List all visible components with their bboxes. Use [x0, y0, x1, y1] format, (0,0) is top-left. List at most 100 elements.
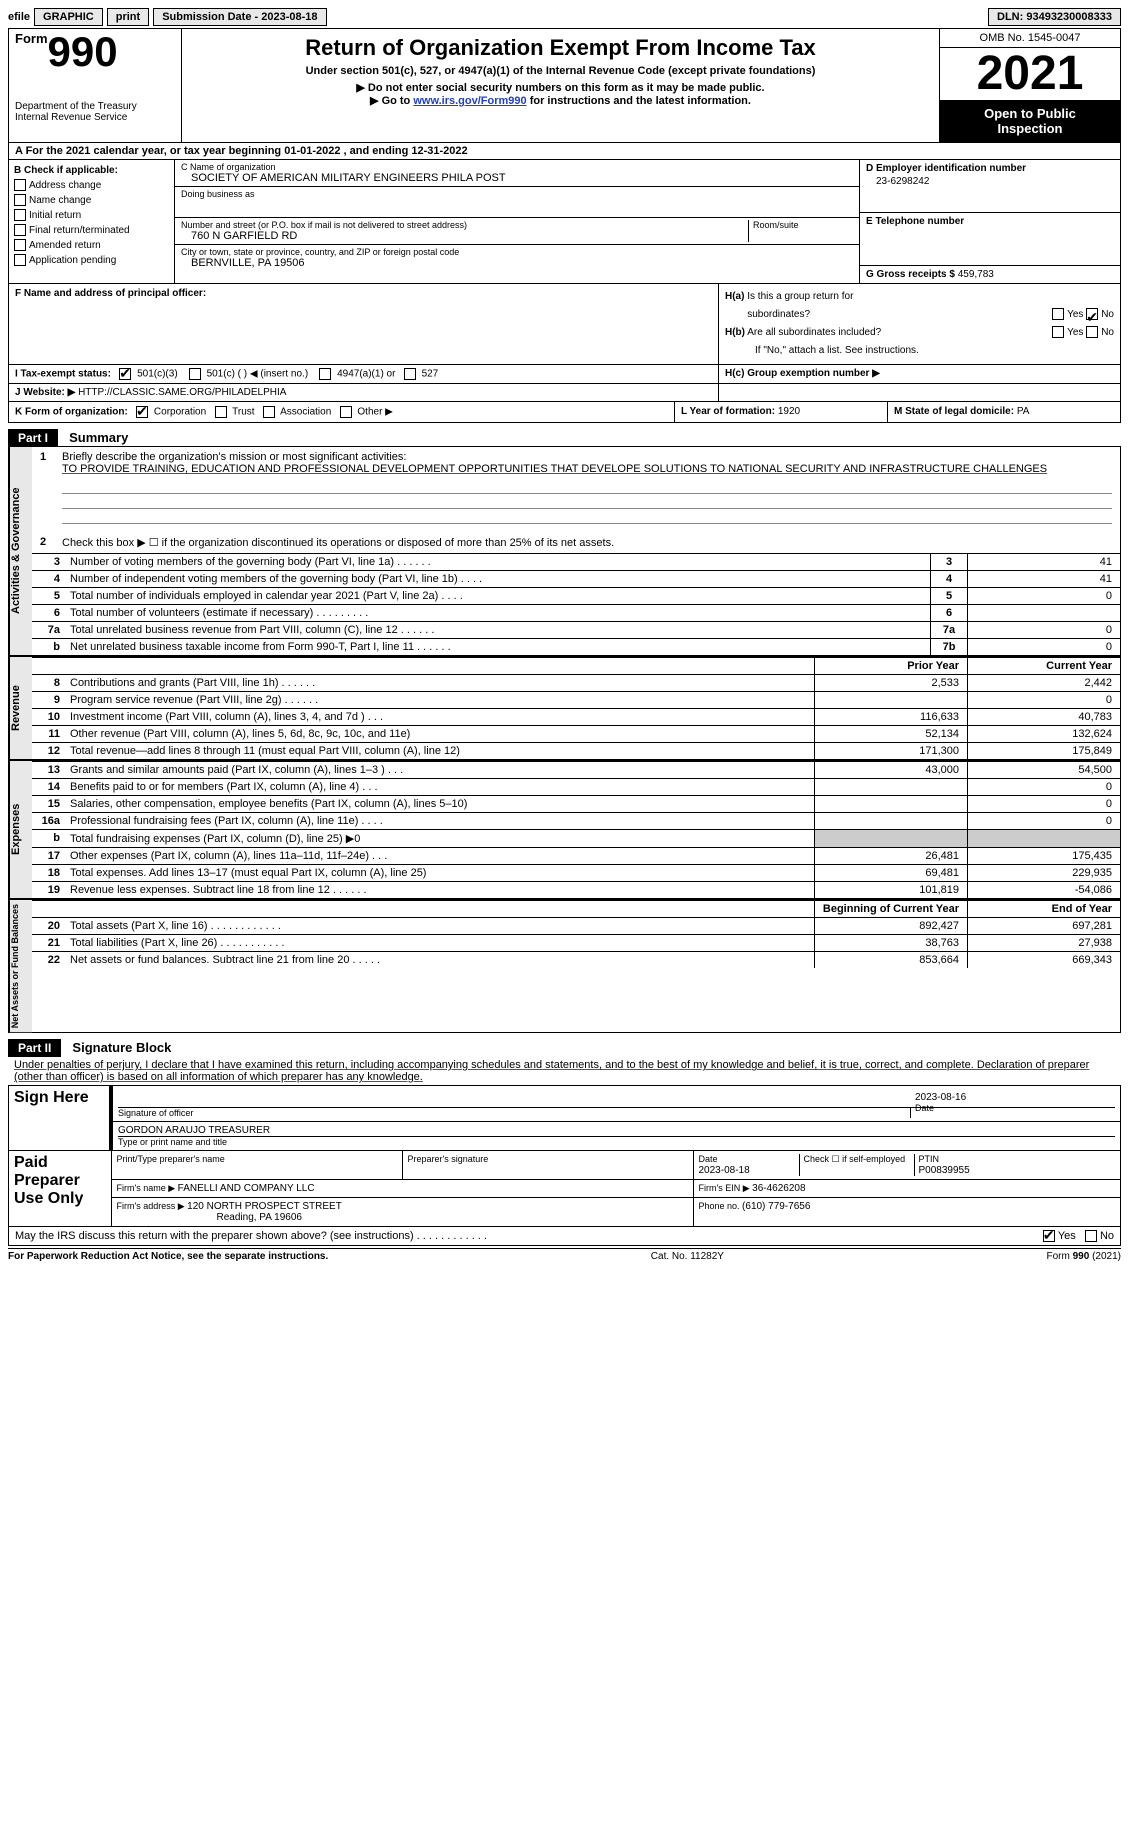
cb-amended-return[interactable]	[14, 239, 26, 251]
governance-table: 3Number of voting members of the governi…	[32, 553, 1120, 655]
street-label: Number and street (or P.O. box if mail i…	[181, 220, 748, 230]
hb-note: If "No," attach a list. See instructions…	[725, 342, 1114, 360]
form-header: Form990 Department of the Treasury Inter…	[8, 28, 1121, 143]
form-of-org: K Form of organization: Corporation Trus…	[9, 402, 675, 422]
top-toolbar: efile GRAPHIC print Submission Date - 20…	[8, 8, 1121, 26]
row-i-hc: I Tax-exempt status: 501(c)(3) 501(c) ( …	[8, 365, 1121, 384]
row-klm: K Form of organization: Corporation Trus…	[8, 402, 1121, 423]
gross-label: G Gross receipts $	[866, 269, 958, 280]
group-return-section: H(a) Is this a group return for subordin…	[719, 284, 1120, 364]
cb-trust[interactable]	[215, 406, 227, 418]
irs-link[interactable]: www.irs.gov/Form990	[413, 95, 526, 107]
cb-address-change[interactable]	[14, 179, 26, 191]
cb-hb-no[interactable]	[1086, 326, 1098, 338]
side-tab-netassets: Net Assets or Fund Balances	[9, 900, 32, 1032]
org-name-value: SOCIETY OF AMERICAN MILITARY ENGINEERS P…	[181, 172, 853, 184]
dept-treasury: Department of the Treasury Internal Reve…	[15, 101, 175, 123]
col-c-org-info: C Name of organization SOCIETY OF AMERIC…	[175, 160, 859, 283]
prep-date-value: 2023-08-18	[699, 1165, 750, 1176]
cb-discuss-yes[interactable]	[1043, 1230, 1055, 1242]
city-label: City or town, state or province, country…	[181, 247, 853, 257]
ptin-value: P00839955	[919, 1165, 970, 1176]
section-bcd: B Check if applicable: Address change Na…	[8, 160, 1121, 284]
firm-phone-value: (610) 779-7656	[742, 1201, 810, 1212]
gross-value: 459,783	[958, 269, 994, 280]
cb-name-change[interactable]	[14, 194, 26, 206]
print-button[interactable]: print	[107, 8, 149, 26]
col-d-ein: D Employer identification number 23-6298…	[859, 160, 1120, 283]
may-irs-discuss: May the IRS discuss this return with the…	[8, 1227, 1121, 1246]
cb-hb-yes[interactable]	[1052, 326, 1064, 338]
header-left: Form990 Department of the Treasury Inter…	[9, 29, 182, 142]
form-word: Form	[15, 31, 48, 46]
prep-sig-label: Preparer's signature	[408, 1154, 688, 1164]
firm-ein-value: 36-4626208	[752, 1183, 805, 1194]
part-ii-header: Part II Signature Block	[8, 1033, 1121, 1057]
footer-center: Cat. No. 11282Y	[651, 1251, 724, 1262]
principal-officer: F Name and address of principal officer:	[9, 284, 719, 364]
year-formation: L Year of formation: 1920	[675, 402, 888, 422]
declaration-text: Under penalties of perjury, I declare th…	[8, 1057, 1121, 1085]
form-subtitle: Under section 501(c), 527, or 4947(a)(1)…	[192, 65, 929, 77]
side-tab-revenue: Revenue	[9, 657, 32, 759]
row-j-website: J Website: ▶ HTTP://CLASSIC.SAME.ORG/PHI…	[8, 384, 1121, 402]
goto-line: ▶ Go to www.irs.gov/Form990 for instruct…	[192, 94, 929, 107]
city-value: BERNVILLE, PA 19506	[181, 257, 853, 269]
room-label: Room/suite	[753, 220, 853, 230]
open-to-public: Open to Public Inspection	[940, 100, 1120, 142]
cb-other[interactable]	[340, 406, 352, 418]
paid-preparer-label: Paid Preparer Use Only	[9, 1151, 112, 1227]
footer-left: For Paperwork Reduction Act Notice, see …	[8, 1251, 328, 1262]
tax-year: 2021	[940, 48, 1120, 100]
website-value: HTTP://CLASSIC.SAME.ORG/PHILADELPHIA	[78, 387, 286, 398]
cb-corporation[interactable]	[136, 406, 148, 418]
sig-date-value: 2023-08-16	[915, 1092, 1115, 1103]
line1-label: Briefly describe the organization's miss…	[62, 451, 406, 463]
cb-501c3[interactable]	[119, 368, 131, 380]
cb-association[interactable]	[263, 406, 275, 418]
street-value: 760 N GARFIELD RD	[181, 230, 748, 242]
sig-name-label: Type or print name and title	[118, 1136, 1115, 1147]
cb-initial-return[interactable]	[14, 209, 26, 221]
state-domicile: M State of legal domicile: PA	[888, 402, 1120, 422]
side-tab-governance: Activities & Governance	[9, 447, 32, 655]
cb-4947[interactable]	[319, 368, 331, 380]
mission-text: TO PROVIDE TRAINING, EDUCATION AND PROFE…	[62, 463, 1047, 475]
dba-label: Doing business as	[181, 189, 853, 199]
line2-text: Check this box ▶ ☐ if the organization d…	[62, 537, 614, 549]
hc-label: H(c) Group exemption number ▶	[725, 368, 880, 379]
header-right: OMB No. 1545-0047 2021 Open to Public In…	[939, 29, 1120, 142]
cb-ha-yes[interactable]	[1052, 308, 1064, 320]
omb-number: OMB No. 1545-0047	[940, 29, 1120, 48]
warning-line: ▶ Do not enter social security numbers o…	[192, 81, 929, 94]
graphic-button[interactable]: GRAPHIC	[34, 8, 103, 26]
signature-table: Sign Here Signature of officer 2023-08-1…	[8, 1085, 1121, 1227]
cb-final-return[interactable]	[14, 224, 26, 236]
org-name-label: C Name of organization	[181, 162, 853, 172]
sig-name-value: GORDON ARAUJO TREASURER	[118, 1125, 1115, 1136]
footer-right: Form 990 (2021)	[1047, 1251, 1121, 1262]
dln-box: DLN: 93493230008333	[988, 8, 1121, 26]
cb-501c[interactable]	[189, 368, 201, 380]
submission-date-box: Submission Date - 2023-08-18	[153, 8, 326, 26]
cb-discuss-no[interactable]	[1085, 1230, 1097, 1242]
sig-officer-label: Signature of officer	[118, 1108, 910, 1118]
page-footer: For Paperwork Reduction Act Notice, see …	[8, 1248, 1121, 1262]
firm-addr-line1: 120 NORTH PROSPECT STREET	[187, 1201, 342, 1212]
cb-application-pending[interactable]	[14, 254, 26, 266]
phone-label: E Telephone number	[866, 216, 1114, 227]
ein-label: D Employer identification number	[866, 163, 1114, 174]
expenses-table: 13Grants and similar amounts paid (Part …	[32, 761, 1120, 898]
prep-name-label: Print/Type preparer's name	[117, 1154, 397, 1164]
prep-check-label: Check ☐ if self-employed	[800, 1154, 915, 1176]
cb-527[interactable]	[404, 368, 416, 380]
revenue-table: Prior YearCurrent Year8Contributions and…	[32, 657, 1120, 759]
part-i-body: Activities & Governance 1 Briefly descri…	[8, 446, 1121, 1033]
part-i-header: Part I Summary	[8, 423, 1121, 447]
header-center: Return of Organization Exempt From Incom…	[182, 29, 939, 142]
row-a-tax-year: A For the 2021 calendar year, or tax yea…	[8, 143, 1121, 160]
side-tab-expenses: Expenses	[9, 761, 32, 898]
cb-ha-no[interactable]	[1086, 308, 1098, 320]
row-fh: F Name and address of principal officer:…	[8, 284, 1121, 365]
firm-name-value: FANELLI AND COMPANY LLC	[178, 1183, 315, 1194]
